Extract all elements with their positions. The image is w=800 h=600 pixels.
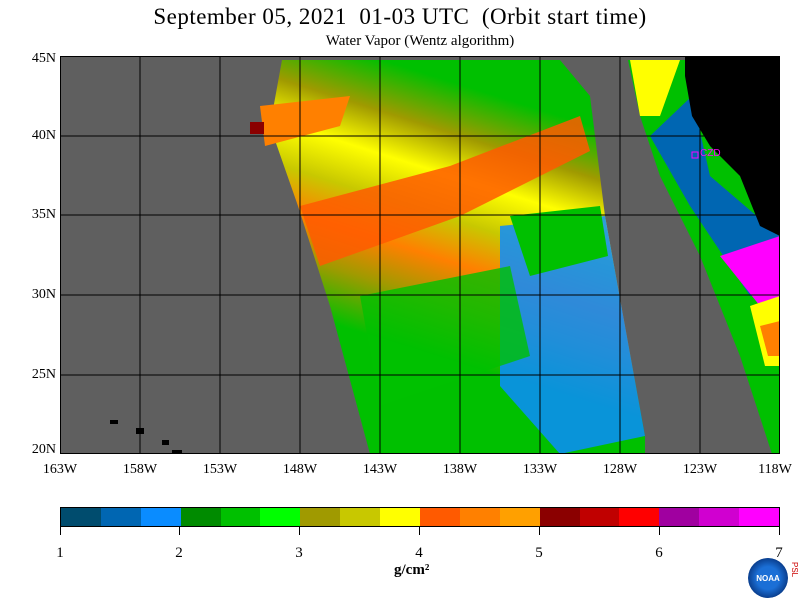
station-label: CZD bbox=[700, 148, 721, 159]
colorbar-swatch bbox=[539, 508, 580, 526]
colorbar-tick bbox=[659, 527, 660, 535]
colorbar-swatch bbox=[180, 508, 221, 526]
colorbar-swatch bbox=[619, 508, 660, 526]
lat-label-35n: 35N bbox=[31, 207, 56, 222]
colorbar-label-7: 7 bbox=[775, 545, 783, 561]
map-subtitle: Water Vapor (Wentz algorithm) bbox=[325, 33, 515, 49]
colorbar-tick bbox=[299, 527, 300, 535]
lon-label-153w: 153W bbox=[202, 462, 238, 477]
colorbar-swatch bbox=[699, 508, 740, 526]
lon-label-138w: 138W bbox=[442, 462, 478, 477]
colorbar bbox=[60, 507, 780, 527]
colorbar-swatch bbox=[499, 508, 540, 526]
map-title: September 05, 2021 01-03 UTC (Orbit star… bbox=[153, 4, 647, 29]
colorbar-swatch bbox=[579, 508, 620, 526]
colorbar-label-5: 5 bbox=[535, 545, 543, 561]
water-vapor-map: CZD bbox=[60, 56, 780, 454]
lat-label-40n: 40N bbox=[31, 128, 56, 143]
lat-label-30n: 30N bbox=[31, 287, 56, 302]
colorbar-swatch bbox=[61, 508, 101, 526]
psl-logo-text: PSL bbox=[790, 562, 799, 578]
colorbar-swatch bbox=[659, 508, 700, 526]
psl-logo[interactable]: PSL bbox=[790, 562, 799, 579]
colorbar-units: g/cm² bbox=[394, 562, 430, 578]
colorbar-swatch bbox=[459, 508, 500, 526]
lat-label-20n: 20N bbox=[31, 442, 56, 457]
lon-label-133w: 133W bbox=[522, 462, 558, 477]
colorbar-swatch bbox=[420, 508, 460, 526]
lon-label-123w: 123W bbox=[682, 462, 718, 477]
colorbar-tick bbox=[179, 527, 180, 535]
hawaii-islands bbox=[110, 420, 182, 454]
lon-label-148w: 148W bbox=[282, 462, 318, 477]
colorbar-label-4: 4 bbox=[415, 545, 423, 561]
noaa-logo[interactable]: NOAA bbox=[748, 558, 788, 598]
colorbar-swatch bbox=[739, 508, 780, 526]
colorbar-label-1: 1 bbox=[56, 545, 64, 561]
lon-label-128w: 128W bbox=[602, 462, 638, 477]
colorbar-swatch bbox=[300, 508, 341, 526]
colorbar-tick bbox=[539, 527, 540, 535]
lon-label-158w: 158W bbox=[122, 462, 158, 477]
colorbar-tick bbox=[419, 527, 420, 535]
satellite-swath bbox=[250, 60, 645, 454]
colorbar-tick bbox=[60, 527, 61, 535]
colorbar-swatch bbox=[260, 508, 301, 526]
colorbar-label-3: 3 bbox=[295, 545, 303, 561]
land-mass bbox=[685, 56, 780, 236]
colorbar-swatch bbox=[220, 508, 261, 526]
lat-label-25n: 25N bbox=[31, 367, 56, 382]
colorbar-swatch bbox=[380, 508, 421, 526]
lon-label-143w: 143W bbox=[362, 462, 398, 477]
colorbar-label-2: 2 bbox=[175, 545, 183, 561]
lon-label-163w: 163W bbox=[42, 462, 78, 477]
colorbar-swatch bbox=[340, 508, 381, 526]
station-marker bbox=[691, 151, 699, 159]
lat-label-45n: 45N bbox=[31, 51, 56, 66]
colorbar-tick bbox=[779, 527, 780, 535]
graticule bbox=[60, 56, 780, 454]
lon-label-118w: 118W bbox=[758, 462, 792, 477]
colorbar-label-6: 6 bbox=[655, 545, 663, 561]
colorbar-swatch bbox=[100, 508, 141, 526]
colorbar-swatch bbox=[140, 508, 181, 526]
map-svg: CZD bbox=[60, 56, 780, 454]
noaa-logo-text: NOAA bbox=[756, 573, 780, 583]
coastal-swath bbox=[628, 60, 780, 454]
